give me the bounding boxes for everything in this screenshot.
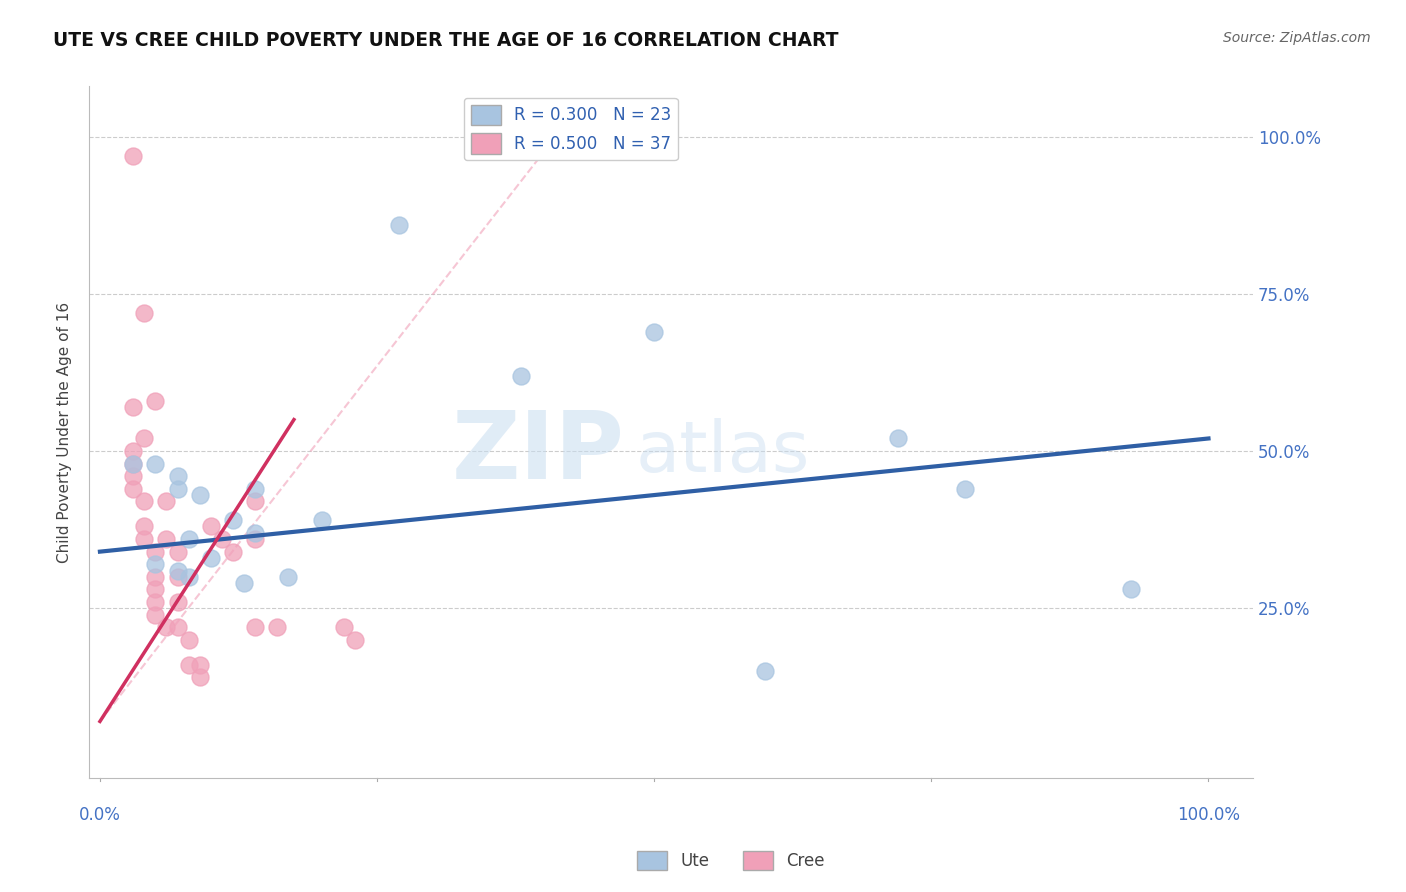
Point bbox=[166, 570, 188, 584]
Point bbox=[143, 582, 166, 597]
Point bbox=[243, 532, 266, 546]
Point bbox=[143, 393, 166, 408]
Text: 100.0%: 100.0% bbox=[1177, 805, 1240, 823]
Point bbox=[122, 482, 145, 496]
Text: atlas: atlas bbox=[636, 418, 810, 487]
Point bbox=[143, 558, 166, 572]
Point bbox=[122, 469, 145, 483]
Point bbox=[134, 494, 156, 508]
Point bbox=[143, 457, 166, 471]
Y-axis label: Child Poverty Under the Age of 16: Child Poverty Under the Age of 16 bbox=[58, 301, 72, 563]
Point bbox=[887, 432, 910, 446]
Point bbox=[277, 570, 299, 584]
Point bbox=[311, 513, 333, 527]
Point bbox=[953, 482, 976, 496]
Point bbox=[1119, 582, 1142, 597]
Point bbox=[177, 532, 200, 546]
Legend: Ute, Cree: Ute, Cree bbox=[631, 844, 831, 877]
Point bbox=[200, 519, 222, 533]
Point bbox=[166, 595, 188, 609]
Point bbox=[134, 432, 156, 446]
Point bbox=[143, 607, 166, 622]
Legend: R = 0.300   N = 23, R = 0.500   N = 37: R = 0.300 N = 23, R = 0.500 N = 37 bbox=[464, 98, 678, 161]
Point bbox=[134, 532, 156, 546]
Point bbox=[166, 564, 188, 578]
Point bbox=[643, 325, 665, 339]
Point bbox=[754, 664, 776, 678]
Point bbox=[243, 525, 266, 540]
Point bbox=[166, 544, 188, 558]
Point bbox=[510, 368, 533, 383]
Point bbox=[122, 400, 145, 414]
Point bbox=[166, 469, 188, 483]
Point bbox=[134, 306, 156, 320]
Text: Source: ZipAtlas.com: Source: ZipAtlas.com bbox=[1223, 31, 1371, 45]
Point bbox=[143, 595, 166, 609]
Point bbox=[122, 444, 145, 458]
Point bbox=[243, 620, 266, 634]
Point bbox=[266, 620, 288, 634]
Point bbox=[243, 482, 266, 496]
Point bbox=[155, 494, 177, 508]
Point bbox=[122, 457, 145, 471]
Point bbox=[134, 519, 156, 533]
Text: 0.0%: 0.0% bbox=[79, 805, 121, 823]
Point bbox=[188, 488, 211, 502]
Point bbox=[222, 544, 245, 558]
Point bbox=[155, 620, 177, 634]
Text: UTE VS CREE CHILD POVERTY UNDER THE AGE OF 16 CORRELATION CHART: UTE VS CREE CHILD POVERTY UNDER THE AGE … bbox=[53, 31, 839, 50]
Point bbox=[243, 494, 266, 508]
Point bbox=[188, 657, 211, 672]
Point bbox=[122, 457, 145, 471]
Point bbox=[233, 576, 256, 591]
Point bbox=[222, 513, 245, 527]
Point bbox=[333, 620, 356, 634]
Point bbox=[166, 482, 188, 496]
Point bbox=[343, 632, 366, 647]
Point bbox=[211, 532, 233, 546]
Point bbox=[388, 218, 411, 232]
Point bbox=[200, 550, 222, 565]
Point bbox=[177, 570, 200, 584]
Point bbox=[177, 657, 200, 672]
Point bbox=[155, 532, 177, 546]
Point bbox=[166, 620, 188, 634]
Text: ZIP: ZIP bbox=[451, 407, 624, 499]
Point bbox=[122, 148, 145, 162]
Point bbox=[188, 670, 211, 684]
Point bbox=[143, 570, 166, 584]
Point bbox=[143, 544, 166, 558]
Point bbox=[177, 632, 200, 647]
